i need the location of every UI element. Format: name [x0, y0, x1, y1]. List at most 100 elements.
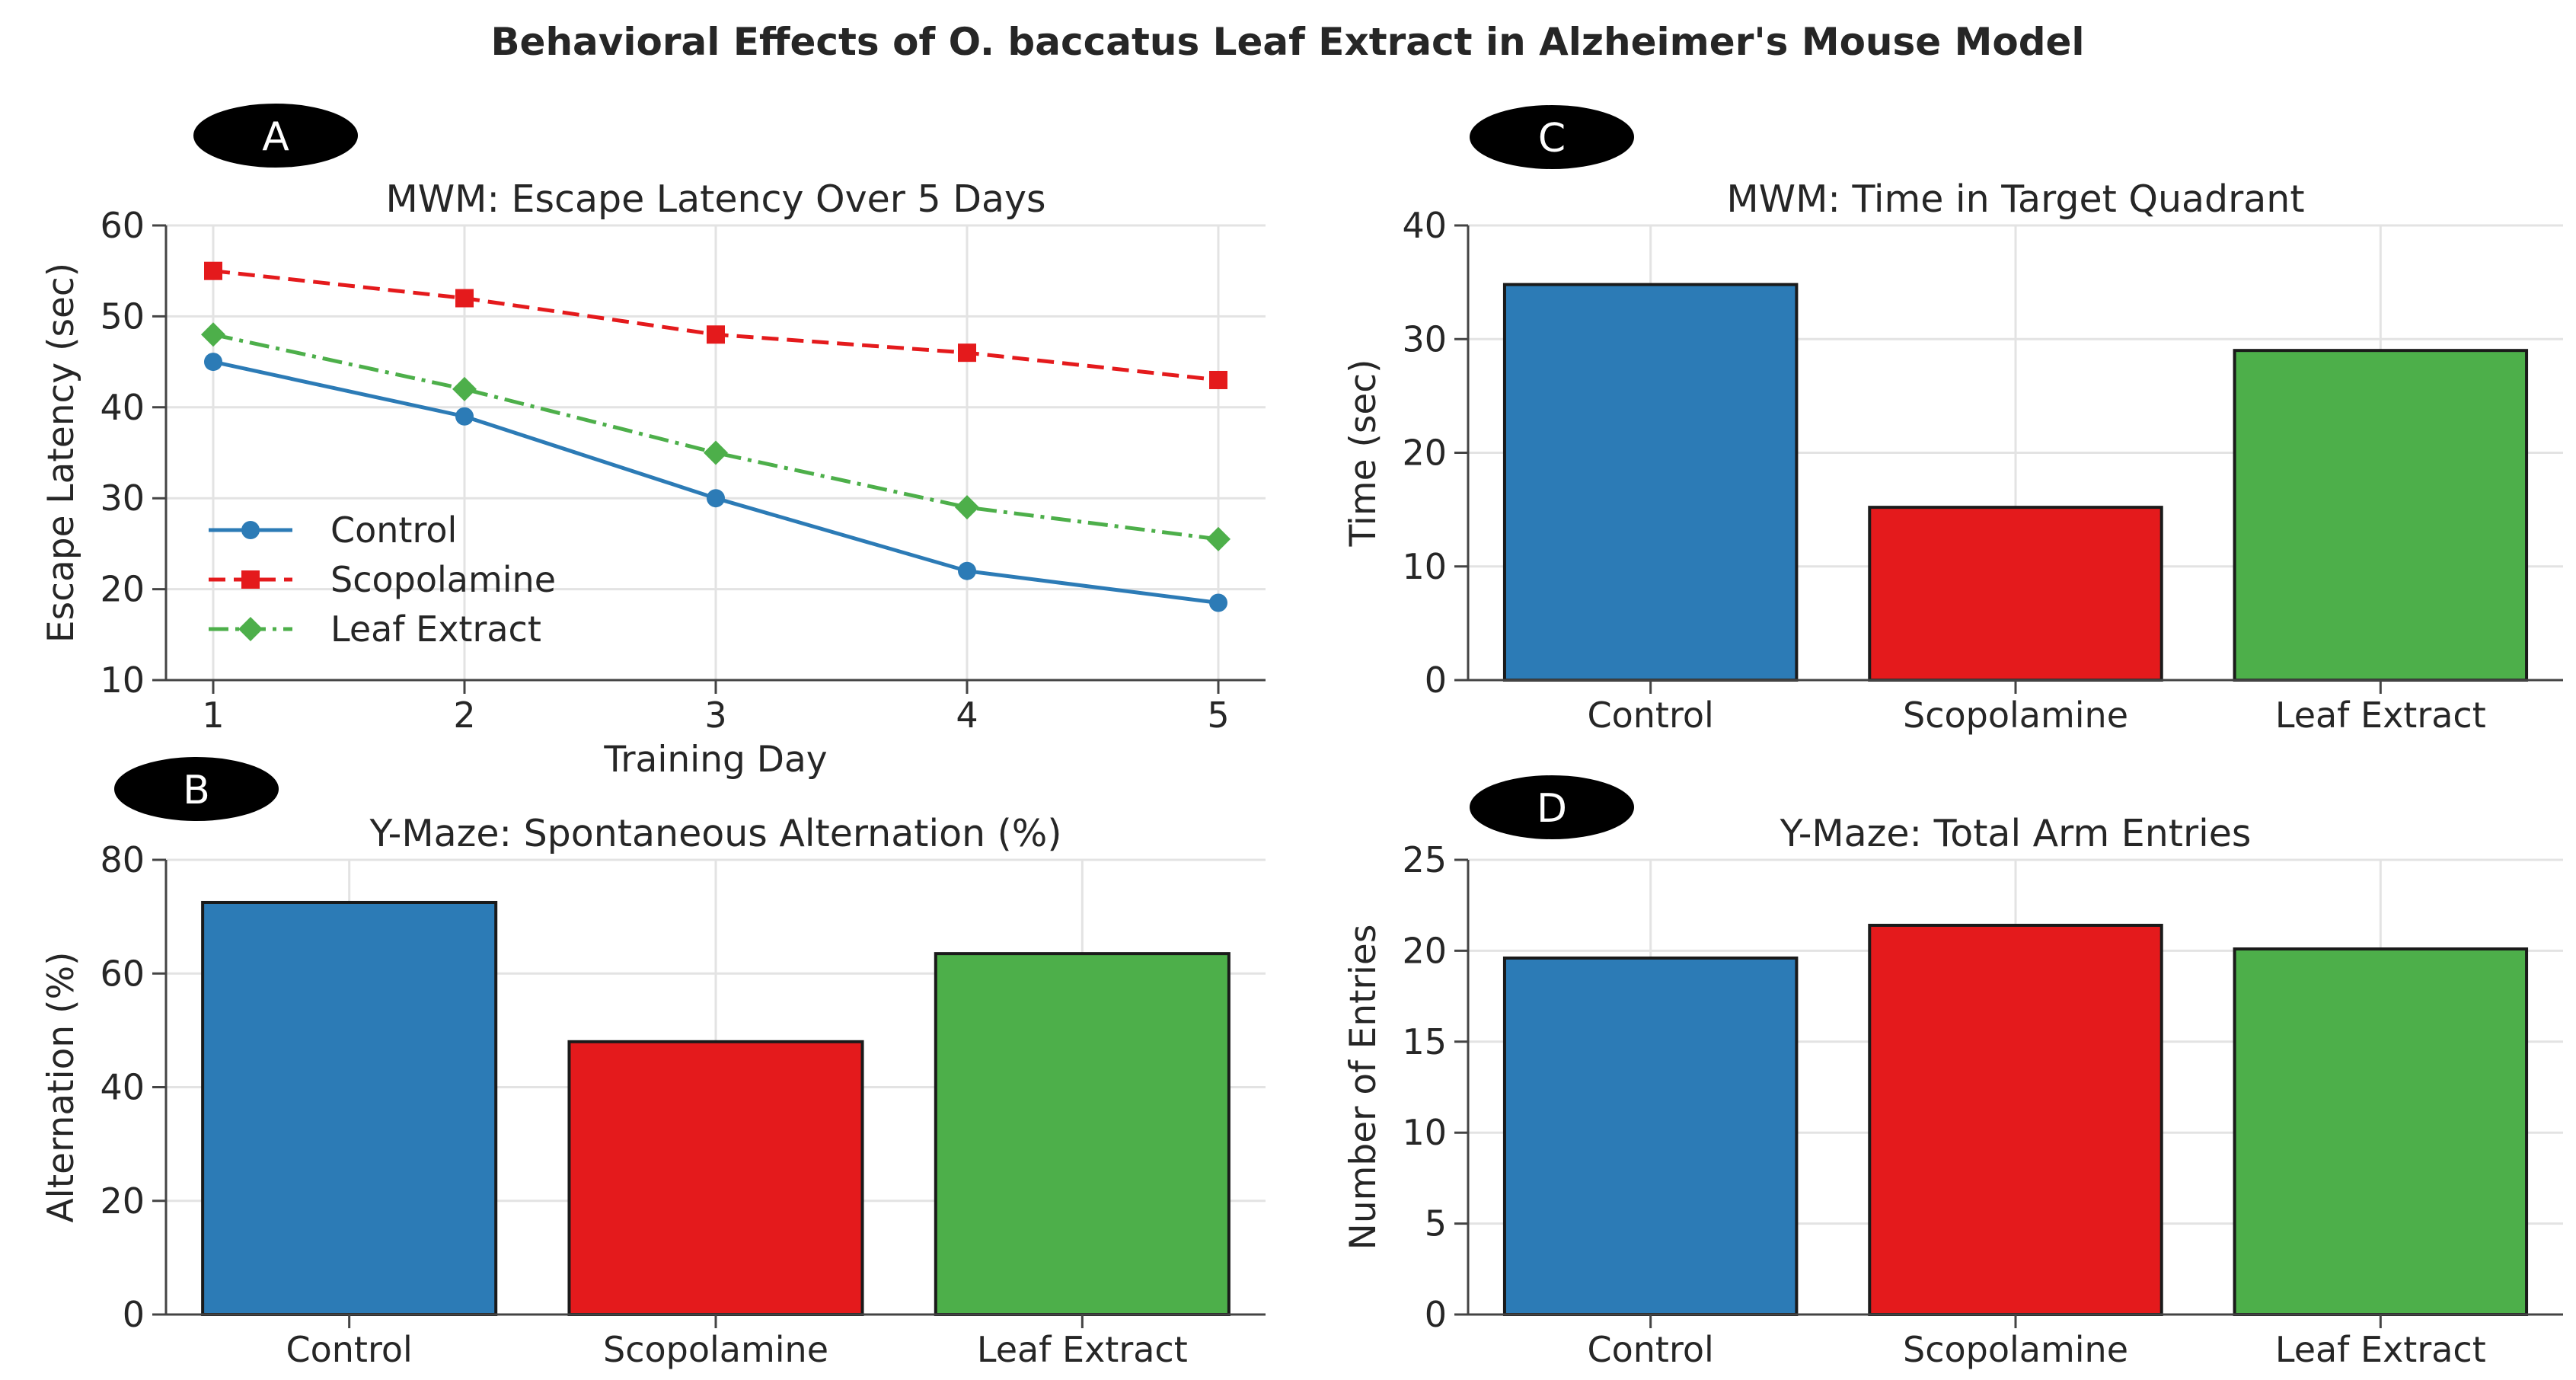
y-tick-label: 40: [100, 387, 145, 428]
data-point: [1209, 370, 1227, 389]
x-tick-label: Leaf Extract: [2275, 1329, 2486, 1370]
y-tick-label: 40: [100, 1067, 145, 1108]
y-tick-label: 0: [1425, 660, 1447, 701]
y-tick-label: 20: [1402, 930, 1447, 971]
panel-label-badge: [114, 757, 279, 821]
bar-scopolamine: [1868, 923, 2163, 1317]
panel-label-text: D: [1537, 786, 1567, 832]
y-axis-label: Escape Latency (sec): [40, 263, 82, 643]
bar-leaf-extract: [2233, 947, 2529, 1316]
series-leaf-extract: [201, 322, 1231, 551]
data-point: [455, 407, 474, 426]
y-tick-label: 80: [100, 839, 145, 880]
panel-label-D: D: [1470, 775, 1634, 839]
bar-control: [201, 900, 498, 1316]
y-tick-label: 15: [1402, 1021, 1447, 1062]
y-tick-label: 30: [1402, 318, 1447, 359]
y-tick-label: 0: [123, 1294, 145, 1335]
x-tick-label: Control: [1588, 695, 1714, 736]
y-tick-label: 10: [1402, 1112, 1447, 1153]
data-point: [455, 289, 474, 308]
legend-label: Control: [330, 510, 457, 551]
x-tick-label: 1: [202, 695, 224, 736]
panel-label-text: B: [183, 768, 210, 813]
x-tick-label: Control: [286, 1329, 413, 1370]
chart-D: 0 5 10 15 20 25 Number of Entries Control Scopol…: [1342, 812, 2563, 1370]
bar-control: [1502, 283, 1799, 682]
x-tick-label: Control: [1588, 1329, 1714, 1370]
y-tick-label: 50: [100, 295, 145, 337]
y-tick-label: 30: [100, 478, 145, 519]
y-tick-label: 60: [100, 953, 145, 994]
chart-title: MWM: Escape Latency Over 5 Days: [385, 177, 1045, 221]
figure-title: Behavioral Effects of O. baccatus Leaf E…: [490, 20, 2084, 64]
chart-A: 10 20 30 40 50 60 Escape Latency (sec) 1 2 3 4 5 Tra…: [40, 177, 1266, 781]
y-tick-label: 20: [1402, 433, 1447, 474]
legend-label: Scopolamine: [330, 559, 556, 600]
legend-label: Leaf Extract: [330, 609, 541, 650]
chart-title: Y-Maze: Spontaneous Alternation (%): [369, 812, 1062, 855]
y-tick-label: 40: [1402, 205, 1447, 246]
data-point: [707, 325, 725, 344]
bar-scopolamine: [567, 1040, 864, 1317]
y-axis-label: Number of Entries: [1342, 925, 1384, 1251]
bar-leaf-extract: [934, 952, 1231, 1316]
panel-label-text: A: [262, 114, 289, 160]
y-axis-label: Alternation (%): [40, 952, 82, 1223]
y-tick-label: 20: [100, 1180, 145, 1222]
legend-item: Control: [209, 510, 457, 551]
series-control: [204, 353, 1227, 612]
y-tick-label: 0: [1425, 1294, 1447, 1335]
data-point: [704, 440, 728, 465]
legend-marker: [238, 617, 263, 641]
bar-leaf-extract: [2233, 349, 2529, 682]
data-point: [958, 343, 976, 363]
x-tick-label: 5: [1207, 695, 1229, 736]
y-tick-label: 10: [100, 660, 145, 701]
x-axis-label: Training Day: [603, 739, 827, 781]
y-tick-label: 60: [100, 205, 145, 246]
data-point: [204, 353, 222, 372]
legend: Control Scopolamine Leaf Extract: [209, 510, 556, 650]
legend-item: Scopolamine: [209, 559, 556, 600]
chart-B: 0 20 40 60 80 Alternation (%) Control Scopolami…: [40, 812, 1266, 1370]
panel-label-badge: [1470, 105, 1634, 169]
data-point: [1209, 593, 1227, 612]
bar-control: [1502, 956, 1799, 1317]
data-point: [707, 489, 725, 508]
panel-label-C: C: [1470, 105, 1634, 169]
x-tick-label: Leaf Extract: [2275, 695, 2486, 736]
x-tick-label: Scopolamine: [603, 1329, 828, 1370]
y-tick-label: 20: [100, 569, 145, 610]
data-point: [204, 261, 222, 280]
chart-C: 0 10 20 30 40 Time (sec) Control Scopolamine Lea…: [1342, 177, 2563, 736]
panel-label-text: C: [1538, 116, 1566, 161]
x-tick-label: Scopolamine: [1903, 1329, 2128, 1370]
legend-marker: [241, 521, 260, 539]
panel-label-badge: [193, 104, 358, 168]
y-tick-label: 10: [1402, 546, 1447, 587]
y-tick-label: 5: [1425, 1203, 1447, 1244]
chart-title: Y-Maze: Total Arm Entries: [1780, 812, 2252, 855]
x-tick-label: Leaf Extract: [977, 1329, 1188, 1370]
data-point: [958, 561, 976, 580]
x-tick-label: 2: [453, 695, 475, 736]
chart-title: MWM: Time in Target Quadrant: [1726, 177, 2304, 221]
panel-label-B: B: [114, 757, 279, 821]
y-tick-label: 25: [1402, 839, 1447, 880]
data-point: [452, 376, 477, 401]
panel-label-A: A: [193, 104, 358, 168]
series-scopolamine: [204, 261, 1227, 389]
x-tick-label: Scopolamine: [1903, 695, 2128, 736]
bar-scopolamine: [1868, 506, 2163, 682]
panel-label-badge: [1470, 775, 1634, 839]
y-axis-label: Time (sec): [1342, 359, 1384, 548]
legend-marker: [241, 570, 260, 589]
data-point: [955, 495, 979, 520]
legend-item: Leaf Extract: [209, 609, 541, 650]
x-tick-label: 3: [704, 695, 726, 736]
data-point: [1206, 526, 1231, 551]
data-point: [201, 322, 225, 347]
x-tick-label: 4: [956, 695, 978, 736]
